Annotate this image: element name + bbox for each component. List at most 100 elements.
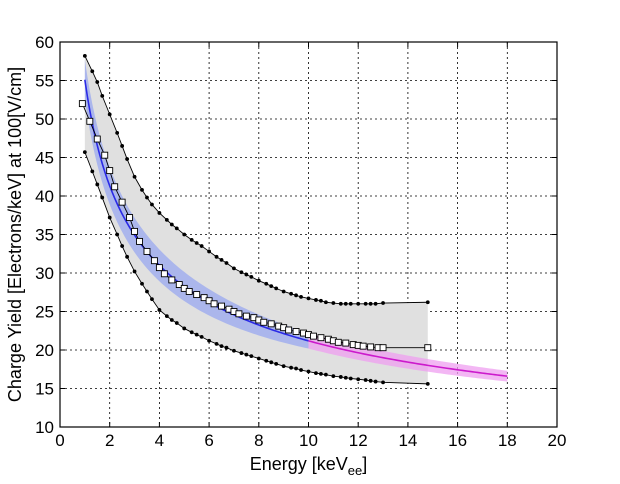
x-tick-label: 0 bbox=[55, 431, 64, 450]
upper_bound-point bbox=[343, 301, 348, 306]
lower_bound-point bbox=[194, 332, 199, 337]
upper_bound-point bbox=[289, 291, 294, 296]
upper_bound-point bbox=[348, 301, 353, 306]
y-tick-label: 10 bbox=[35, 418, 54, 437]
upper_bound-point bbox=[82, 53, 87, 58]
upper_bound-point bbox=[120, 144, 125, 148]
median-point bbox=[310, 332, 317, 340]
median-point bbox=[424, 344, 432, 352]
median-point bbox=[101, 151, 109, 159]
lower_bound-point bbox=[269, 360, 274, 365]
lower_bound-point bbox=[343, 375, 348, 380]
upper_bound-point bbox=[319, 298, 323, 303]
lower_bound-point bbox=[274, 361, 279, 366]
median-point bbox=[285, 326, 293, 334]
upper_bound-point bbox=[256, 278, 261, 283]
upper_bound-point bbox=[169, 222, 174, 227]
x-tick-label: 14 bbox=[398, 431, 417, 450]
median-point bbox=[342, 339, 350, 347]
lower_bound-point bbox=[368, 378, 373, 383]
lower_bound-point bbox=[164, 314, 169, 319]
upper_bound-point bbox=[373, 301, 378, 306]
upper_bound-point bbox=[314, 298, 318, 302]
median-point bbox=[126, 214, 134, 222]
median-point bbox=[267, 320, 275, 328]
x-tick-label: 16 bbox=[448, 431, 467, 450]
median-point bbox=[210, 300, 218, 308]
lower_bound-point bbox=[363, 378, 368, 382]
lower_bound-point bbox=[331, 374, 336, 379]
y-tick-label: 40 bbox=[35, 187, 54, 206]
median-point bbox=[118, 198, 126, 206]
y-tick-label: 35 bbox=[35, 226, 54, 245]
y-tick-label: 20 bbox=[35, 341, 54, 360]
median-point bbox=[218, 302, 225, 310]
lower_bound-point bbox=[381, 380, 385, 385]
upper_bound-point bbox=[95, 80, 100, 84]
median-point bbox=[367, 343, 375, 351]
x-tick-label: 8 bbox=[254, 431, 263, 450]
lower_bound-point bbox=[425, 381, 430, 386]
upper_bound-point bbox=[132, 174, 137, 179]
lower_bound-point bbox=[281, 364, 286, 369]
lower_bound-point bbox=[115, 232, 120, 237]
upper_bound-point bbox=[199, 244, 204, 248]
y-tick-label: 55 bbox=[35, 72, 54, 91]
upper_bound-point bbox=[189, 237, 194, 242]
upper_bound-point bbox=[174, 226, 179, 231]
lower_bound-point bbox=[323, 372, 328, 377]
lower_bound-point bbox=[356, 377, 361, 382]
upper_bound-point bbox=[214, 254, 219, 259]
lower_bound-point bbox=[95, 182, 100, 187]
x-axis-title-close: ] bbox=[362, 454, 367, 474]
lower_bound-point bbox=[157, 308, 162, 312]
lower_bound-point bbox=[182, 326, 187, 331]
lower_bound-point bbox=[232, 348, 236, 353]
median-point bbox=[260, 318, 268, 326]
y-tick-label: 45 bbox=[35, 149, 54, 168]
upper_bound-point bbox=[232, 266, 236, 271]
upper_bound-point bbox=[194, 241, 199, 245]
median-point bbox=[136, 237, 143, 245]
lower_bound-point bbox=[338, 375, 343, 379]
median-point bbox=[334, 338, 342, 346]
upper_bound-point bbox=[356, 301, 361, 306]
median-point bbox=[292, 328, 300, 335]
upper_bound-point bbox=[249, 274, 254, 279]
median-point bbox=[160, 270, 168, 278]
lower_bound-point bbox=[82, 150, 87, 155]
upper_bound-point bbox=[244, 272, 249, 277]
x-tick-label: 10 bbox=[299, 431, 318, 450]
y-tick-label: 25 bbox=[35, 303, 54, 322]
upper_bound-point bbox=[338, 301, 343, 306]
upper_bound-point bbox=[90, 69, 95, 74]
x-axis-title-sub: ee bbox=[348, 463, 362, 478]
lower_bound-point bbox=[174, 321, 179, 325]
upper_bound-point bbox=[107, 112, 112, 117]
median-point bbox=[168, 276, 176, 284]
lower_bound-point bbox=[132, 269, 137, 274]
lower_bound-point bbox=[249, 354, 254, 359]
x-tick-label: 12 bbox=[349, 431, 368, 450]
upper_bound-point bbox=[164, 217, 169, 222]
upper_bound-point bbox=[274, 286, 279, 291]
median-point bbox=[193, 291, 201, 299]
upper_bound-point bbox=[294, 293, 298, 298]
lower_bound-point bbox=[294, 366, 298, 371]
x-tick-label: 4 bbox=[155, 431, 164, 450]
lower_bound-point bbox=[219, 344, 224, 349]
median-point bbox=[106, 167, 114, 175]
upper_bound-point bbox=[331, 301, 336, 305]
lower_bound-point bbox=[90, 169, 95, 174]
lower_bound-point bbox=[264, 358, 269, 363]
data-markers bbox=[78, 53, 432, 386]
lower_bound-point bbox=[256, 356, 261, 361]
upper_bound-point bbox=[145, 195, 149, 200]
upper_bound-point bbox=[140, 187, 144, 192]
lower_bound-point bbox=[120, 244, 125, 248]
x-axis-title: Energy [keVee] bbox=[250, 454, 368, 478]
x-tick-label: 20 bbox=[548, 431, 567, 450]
lower_bound-point bbox=[189, 330, 194, 335]
lower_bound-point bbox=[214, 341, 219, 346]
